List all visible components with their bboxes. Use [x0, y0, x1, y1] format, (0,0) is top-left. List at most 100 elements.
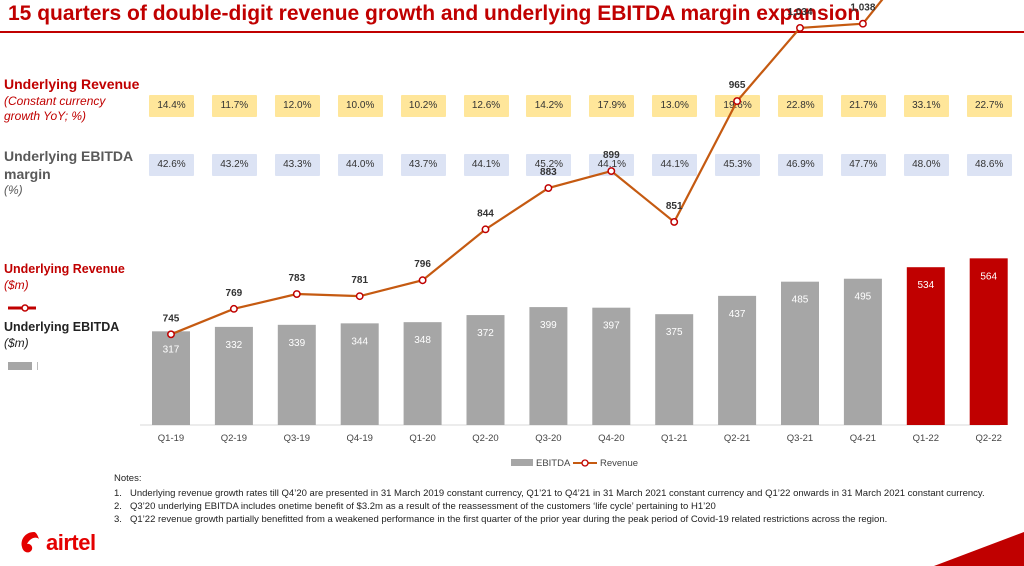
- ebitda-margin-value: 43.2%: [211, 154, 257, 176]
- ebitda-margin-value: 42.6%: [149, 154, 194, 176]
- ebitda-bar-label: 399: [540, 320, 557, 331]
- x-tick-label: Q3-20: [535, 433, 561, 444]
- revenue-growth-sublabel: (Constant currency growth YoY; %): [4, 93, 106, 123]
- revenue-value-label: 745: [163, 313, 180, 324]
- revenue-point: [858, 19, 867, 28]
- airtel-swirl-icon: [21, 532, 39, 553]
- ebitda-margin-label: Underlying EBITDA margin: [4, 148, 133, 182]
- revenue-value-label: 965: [729, 80, 746, 91]
- revenue-value-label: 796: [414, 259, 431, 270]
- side-legend-revenue: Underlying Revenue ($m): [4, 262, 125, 293]
- revenue-growth-value: 14.2%: [526, 95, 572, 117]
- revenue-growth-label: Underlying Revenue: [4, 76, 140, 92]
- revenue-point: [796, 24, 804, 32]
- ebitda-bar-label: 375: [666, 327, 683, 338]
- revenue-point: [481, 225, 490, 234]
- ebitda-margin-value: 44.1%: [589, 154, 635, 176]
- ebitda-bar: [466, 315, 505, 425]
- revenue-growth-value: 17.9%: [589, 95, 635, 117]
- ebitda-bar: [214, 326, 253, 425]
- ebitda-margin-value: 43.7%: [400, 154, 446, 176]
- ebitda-bar-label: 397: [603, 321, 620, 332]
- note-item: 1. Underlying revenue growth rates till …: [114, 487, 1014, 500]
- revenue-value-label: 781: [351, 275, 368, 286]
- x-tick-label: Q4-19: [346, 433, 372, 444]
- ebitda-bar-label: 437: [729, 309, 746, 320]
- revenue-point: [607, 167, 616, 176]
- x-tick-label: Q2-21: [724, 433, 750, 444]
- note-text: Underlying revenue growth rates till Q4’…: [130, 488, 985, 499]
- revenue-point: [292, 290, 301, 298]
- x-tick-label: Q1-19: [158, 433, 184, 444]
- ebitda-margin-sublabel: (%): [4, 183, 23, 197]
- x-tick-label: Q2-20: [472, 433, 498, 444]
- revenue-growth-value: 14.4%: [149, 95, 194, 117]
- ebitda-bar: [718, 295, 757, 425]
- side-legend-revenue-label: Underlying Revenue: [4, 262, 125, 276]
- ebitda-bar: [906, 267, 945, 425]
- revenue-value-label: 883: [540, 167, 557, 178]
- ebitda-margin-value: 46.9%: [778, 154, 823, 176]
- corner-decoration: [934, 532, 1024, 566]
- ebitda-margin-value: 47.7%: [840, 154, 886, 176]
- ebitda-bar: [843, 278, 882, 425]
- revenue-growth-value: 10.2%: [400, 95, 446, 117]
- x-tick-label: Q3-19: [284, 433, 310, 444]
- ebitda-legend-swatch-icon: [8, 362, 38, 370]
- ebitda-bar: [152, 331, 190, 425]
- ebitda-margin-value: 43.3%: [274, 154, 320, 176]
- ebitda-margin-value: 48.0%: [903, 154, 949, 176]
- revenue-growth-value: 12.6%: [463, 95, 509, 117]
- ebitda-bar-label: 339: [288, 338, 305, 349]
- revenue-value-label: 1,038: [850, 3, 875, 14]
- ebitda-bar: [592, 307, 631, 425]
- revenue-line: [170, 0, 884, 336]
- airtel-logo: airtel: [18, 528, 96, 558]
- airtel-wordmark: airtel: [46, 530, 96, 555]
- legend-ebitda-label: EBITDA: [536, 458, 571, 469]
- ebitda-margin-value: 44.1%: [652, 154, 698, 176]
- note-text: Q3’20 underlying EBITDA includes onetime…: [130, 501, 716, 512]
- ebitda-bar-label: 344: [351, 336, 368, 347]
- ebitda-bar-label: 534: [917, 280, 934, 291]
- ebitda-bar-label: 348: [414, 335, 431, 346]
- note-item: 2. Q3’20 underlying EBITDA includes onet…: [114, 500, 1014, 513]
- revenue-value-label: 899: [603, 150, 620, 161]
- ebitda-bar-label: 564: [980, 271, 997, 282]
- revenue-point: [544, 184, 553, 192]
- legend-ebitda-swatch: [511, 459, 533, 466]
- note-number: 2.: [114, 501, 122, 512]
- revenue-value-label: 783: [288, 273, 305, 284]
- ebitda-bar-label: 332: [226, 340, 243, 351]
- revenue-growth-value: 12.0%: [274, 95, 320, 117]
- revenue-growth-value: 19.6%: [715, 95, 761, 117]
- ebitda-margin-value: 48.6%: [966, 154, 1012, 176]
- revenue-growth-value: 21.7%: [840, 95, 886, 117]
- revenue-value-label: 769: [226, 288, 243, 299]
- revenue-point: [355, 292, 364, 301]
- legend-revenue-marker: [581, 459, 589, 467]
- revenue-growth-value: 11.7%: [211, 95, 257, 117]
- ebitda-margin-value: 44.0%: [337, 154, 383, 176]
- revenue-point: [167, 330, 175, 339]
- revenue-point: [229, 304, 238, 313]
- side-legend-ebitda-label: Underlying EBITDA: [4, 320, 120, 334]
- x-tick-label: Q2-22: [975, 433, 1001, 444]
- revenue-growth-value: 22.7%: [966, 95, 1012, 117]
- revenue-point: [418, 276, 427, 285]
- legend-revenue-label: Revenue: [600, 458, 638, 469]
- note-number: 3.: [114, 514, 122, 525]
- ebitda-bar: [403, 322, 442, 425]
- revenue-growth-value: 13.0%: [652, 95, 698, 117]
- side-legend-revenue-unit: ($m): [4, 277, 29, 292]
- ebitda-bar: [529, 307, 568, 425]
- title-divider: [0, 31, 1024, 33]
- ebitda-bar: [655, 314, 694, 425]
- revenue-growth-value: 33.1%: [903, 95, 949, 117]
- notes-heading: Notes:: [114, 473, 142, 484]
- side-legend-ebitda: Underlying EBITDA ($m): [4, 320, 119, 351]
- x-tick-label: Q3-21: [787, 433, 813, 444]
- ebitda-bar: [969, 258, 1008, 425]
- revenue-value-label: 844: [477, 208, 494, 219]
